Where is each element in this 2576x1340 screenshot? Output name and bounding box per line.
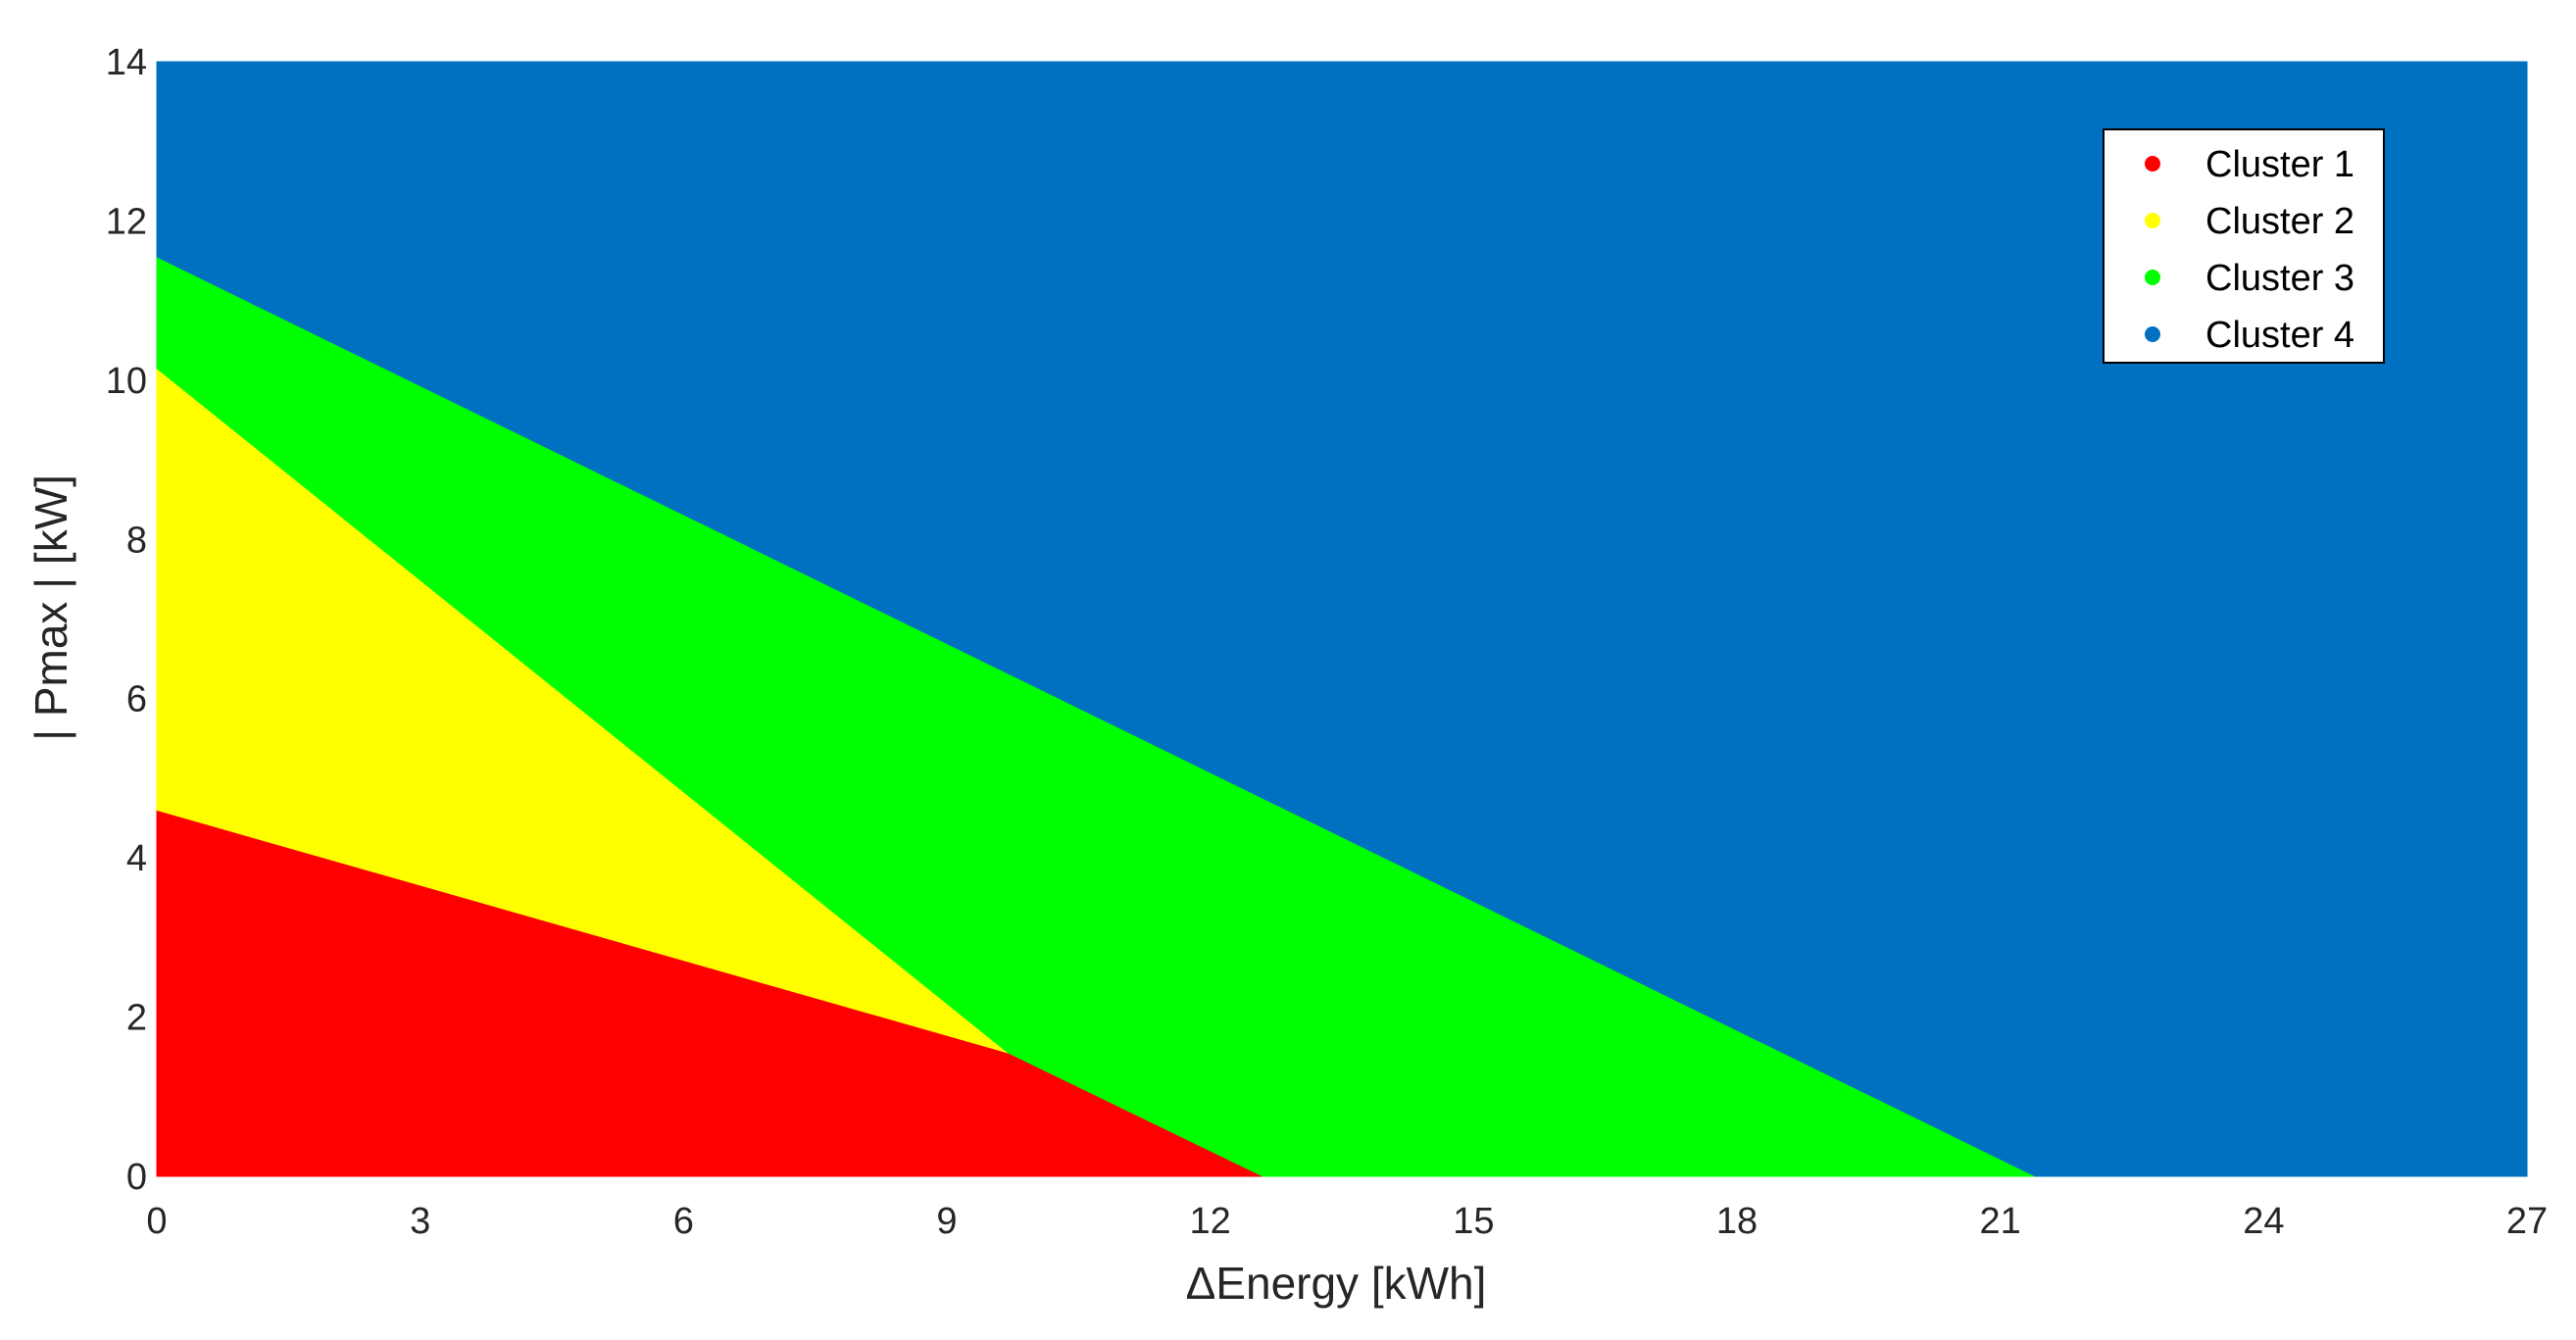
x-tick-label: 0 <box>146 1201 167 1242</box>
x-tick-label: 9 <box>936 1201 957 1242</box>
y-tick-label: 14 <box>106 42 147 83</box>
x-tick-label: 3 <box>410 1201 430 1242</box>
legend-label: Cluster 1 <box>2205 144 2354 185</box>
region-cluster-4 <box>156 61 2528 1177</box>
legend-marker <box>2145 156 2160 172</box>
y-tick-label: 2 <box>126 998 147 1039</box>
legend-label: Cluster 2 <box>2205 201 2354 242</box>
y-tick-label: 0 <box>126 1157 147 1198</box>
x-tick-label: 15 <box>1453 1201 1494 1242</box>
x-tick-label: 21 <box>1980 1201 2021 1242</box>
x-tick-label: 18 <box>1716 1201 1758 1242</box>
legend-label: Cluster 4 <box>2205 315 2354 356</box>
x-tick-label: 24 <box>2243 1201 2284 1242</box>
legend-marker <box>2145 270 2160 285</box>
legend: Cluster 1 Cluster 2 Cluster 3 Cluster 4 <box>2103 128 2385 364</box>
y-tick-label: 12 <box>106 201 147 242</box>
legend-marker <box>2145 326 2160 342</box>
x-tick-label: 6 <box>673 1201 694 1242</box>
legend-marker <box>2145 213 2160 228</box>
y-tick-label: 4 <box>126 838 147 879</box>
y-tick-label: 6 <box>126 679 147 720</box>
y-axis-ticks: 0 2 4 6 8 10 12 14 <box>106 42 147 1198</box>
y-tick-label: 10 <box>106 361 147 402</box>
y-axis-label: | Pmax | [kW] <box>25 474 76 741</box>
legend-label: Cluster 3 <box>2205 258 2354 299</box>
x-axis-label: ΔEnergy [kWh] <box>1186 1258 1487 1309</box>
cluster-regions <box>156 61 2528 1177</box>
x-axis-ticks: 0 3 6 9 12 15 18 21 24 27 <box>146 1201 2548 1242</box>
x-tick-label: 12 <box>1190 1201 1231 1242</box>
x-tick-label: 27 <box>2506 1201 2548 1242</box>
y-tick-label: 8 <box>126 520 147 561</box>
